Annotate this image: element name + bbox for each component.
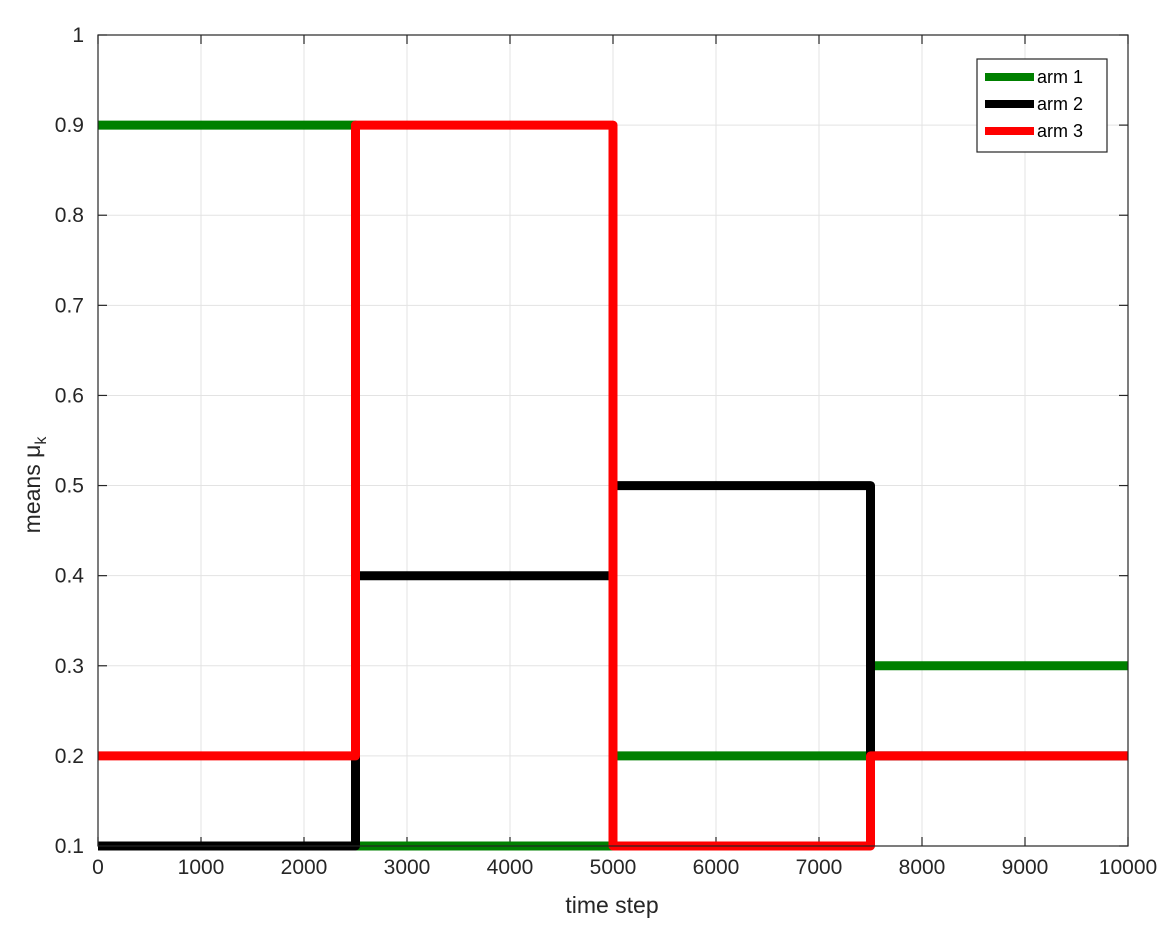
legend-label-arm-1: arm 1 xyxy=(1037,67,1083,87)
x-tick-label: 3000 xyxy=(384,856,431,879)
x-tick-label: 2000 xyxy=(281,856,328,879)
y-tick-label: 0.5 xyxy=(55,475,84,498)
y-tick-label: 0.1 xyxy=(55,835,84,858)
x-tick-label: 1000 xyxy=(178,856,225,879)
x-tick-label: 9000 xyxy=(1002,856,1049,879)
x-tick-label: 0 xyxy=(92,856,104,879)
y-tick-label: 1 xyxy=(72,24,84,47)
legend: arm 1 arm 2 arm 3 xyxy=(976,58,1108,153)
y-tick-label: 0.8 xyxy=(55,204,84,227)
y-axis-label: means μk xyxy=(19,436,50,534)
series-line-arm-3 xyxy=(98,120,1128,851)
y-tick-labels: 0.1 0.2 0.3 0.4 0.5 0.6 0.7 0.8 0.9 1 xyxy=(55,24,85,858)
x-tick-label: 8000 xyxy=(899,856,946,879)
x-tick-label: 4000 xyxy=(487,856,534,879)
x-tick-label: 10000 xyxy=(1099,856,1157,879)
x-tick-label: 5000 xyxy=(590,856,637,879)
y-axis-label-main: means μ xyxy=(19,445,45,534)
legend-label-arm-2: arm 2 xyxy=(1037,94,1083,114)
series-lines xyxy=(98,120,1128,851)
y-tick-label: 0.3 xyxy=(55,655,84,678)
y-tick-label: 0.2 xyxy=(55,745,84,768)
legend-label-arm-3: arm 3 xyxy=(1037,121,1083,141)
x-tick-labels: 0 1000 2000 3000 4000 5000 6000 7000 8000 9000 100… xyxy=(92,856,1157,879)
x-axis-label: time step xyxy=(565,892,658,918)
y-axis-label-subscript: k xyxy=(33,436,50,445)
x-tick-label: 7000 xyxy=(796,856,843,879)
x-tick-label: 6000 xyxy=(693,856,740,879)
y-tick-label: 0.4 xyxy=(55,565,85,588)
plot-frame xyxy=(97,34,1129,847)
y-tick-label: 0.6 xyxy=(55,384,84,407)
y-tick-label: 0.9 xyxy=(55,114,84,137)
y-tick-label: 0.7 xyxy=(55,294,84,317)
